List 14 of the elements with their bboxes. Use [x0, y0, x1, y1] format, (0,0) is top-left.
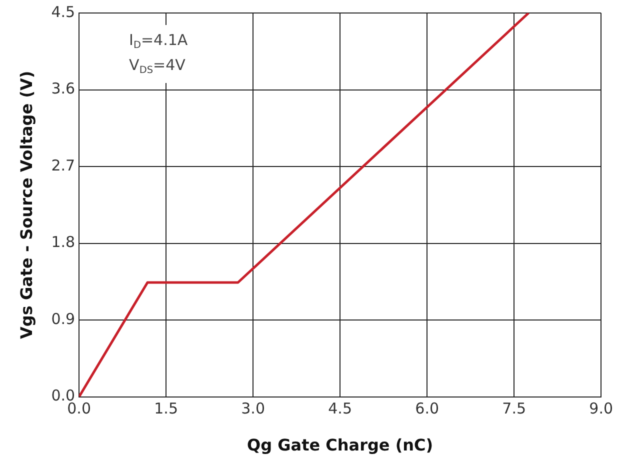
x-tick-label: 6.0: [415, 400, 439, 418]
x-tick-label: 4.5: [328, 400, 352, 418]
x-tick-label: 9.0: [589, 400, 613, 418]
y-tick-label: 1.8: [51, 233, 76, 252]
x-tick-label: 3.0: [241, 400, 265, 418]
y-tick-label: 3.6: [51, 80, 76, 98]
y-tick-label: 4.5: [51, 2, 76, 21]
x-tick-label: 0.0: [67, 400, 91, 418]
x-axis-title: Qg Gate Charge (nC): [247, 436, 434, 455]
y-tick-label: 0.9: [51, 310, 76, 328]
y-tick-label: 2.7: [51, 156, 76, 174]
x-tick-label: 1.5: [154, 400, 178, 418]
x-tick-label: 7.5: [502, 400, 526, 418]
y-axis-title: Vgs Gate - Source Voltage (V): [16, 70, 36, 339]
